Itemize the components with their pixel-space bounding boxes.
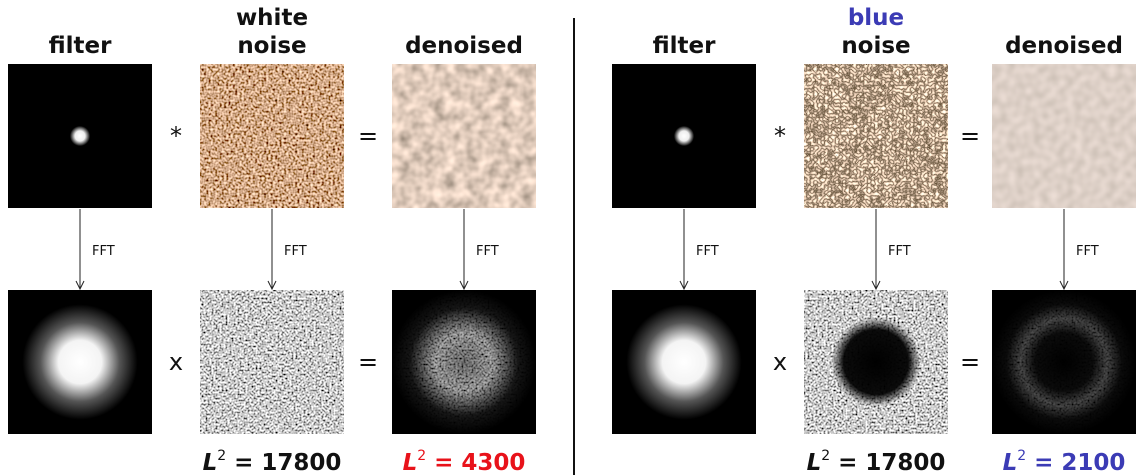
equals-operator: = [960, 122, 980, 150]
fft-label: FFT [696, 244, 719, 259]
arrows [76, 209, 1068, 289]
diagram: filter white noise denoised * = FFT FFT … [0, 0, 1136, 475]
page: filter white noise denoised * = FFT FFT … [0, 0, 1136, 475]
noise-title: noise [237, 33, 306, 59]
denoised-title: denoised [405, 33, 523, 59]
metric-equation: = 4300 [434, 450, 525, 475]
denoised-metric: L2 = 2100 [1003, 448, 1126, 475]
noise-fft-hole [804, 290, 948, 434]
filter-fft-blob [612, 290, 756, 434]
denoised-fft-noise [392, 290, 536, 434]
filter-blob [8, 64, 152, 208]
equals-operator: = [358, 348, 378, 376]
convolve-operator: * [774, 122, 786, 150]
fft-label: FFT [476, 244, 499, 259]
filter-title: filter [49, 33, 113, 59]
metric-equation: = 17800 [838, 450, 945, 475]
metric-equation: = 2100 [1034, 450, 1125, 475]
noise-metric: L2 = 17800 [203, 448, 342, 475]
metric-exponent: 2 [217, 448, 226, 464]
fft-label: FFT [284, 244, 307, 259]
denoised-metric: L2 = 4300 [403, 448, 526, 475]
filter-fft-blob [8, 290, 152, 434]
noise-title: noise [841, 33, 910, 59]
denoised-image [392, 64, 536, 208]
metric-equation: = 17800 [234, 450, 341, 475]
metric-exponent: 2 [1017, 448, 1026, 464]
noise-metric: L2 = 17800 [807, 448, 946, 475]
equals-operator: = [960, 348, 980, 376]
noise-fft-image [200, 290, 344, 434]
white-noise-image [200, 64, 344, 208]
metric-symbol: L [403, 450, 418, 475]
denoised-image [992, 64, 1136, 208]
metric-symbol: L [807, 450, 822, 475]
convolve-operator: * [170, 122, 182, 150]
fft-label: FFT [92, 244, 115, 259]
equals-operator: = [358, 122, 378, 150]
multiply-operator: x [169, 348, 183, 376]
metric-exponent: 2 [417, 448, 426, 464]
filter-blob [612, 64, 756, 208]
metric-exponent: 2 [821, 448, 830, 464]
noise-title: blue [848, 5, 904, 31]
denoised-fft-noise [992, 290, 1136, 434]
blue-noise-image [804, 64, 948, 208]
metric-symbol: L [1003, 450, 1018, 475]
filter-title: filter [653, 33, 717, 59]
fft-label: FFT [1076, 244, 1099, 259]
metric-symbol: L [203, 450, 218, 475]
fft-label: FFT [888, 244, 911, 259]
noise-title: white [236, 5, 308, 31]
denoised-title: denoised [1005, 33, 1123, 59]
multiply-operator: x [773, 348, 787, 376]
